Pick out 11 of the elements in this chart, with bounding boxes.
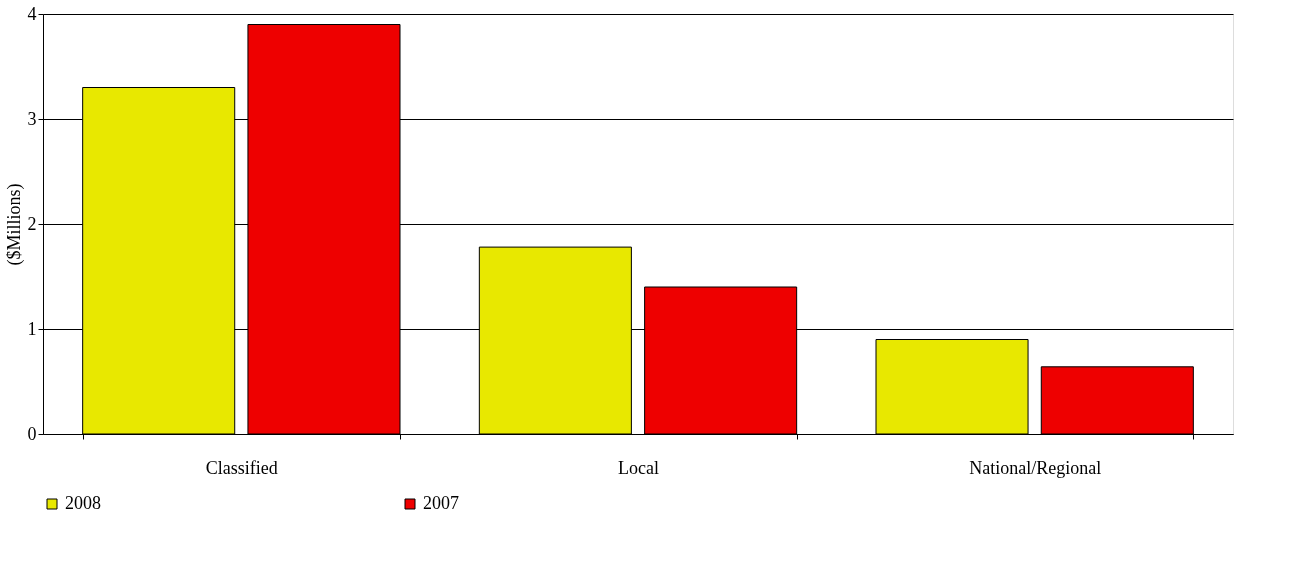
y-tick-label: 4 — [27, 3, 37, 24]
y-axis-title: ($Millions) — [3, 183, 25, 266]
y-tick-label: 0 — [27, 423, 37, 444]
y-tick-label: 1 — [27, 318, 37, 339]
x-tick-label: Classified — [205, 457, 278, 478]
x-tick-label: National/Regional — [969, 457, 1102, 478]
y-tick-label: 3 — [27, 108, 37, 129]
y-tick-label: 2 — [27, 213, 37, 234]
x-tick-label: Local — [618, 457, 659, 478]
legend-label: 2007 — [423, 493, 459, 513]
legend-label: 2008 — [65, 493, 101, 513]
